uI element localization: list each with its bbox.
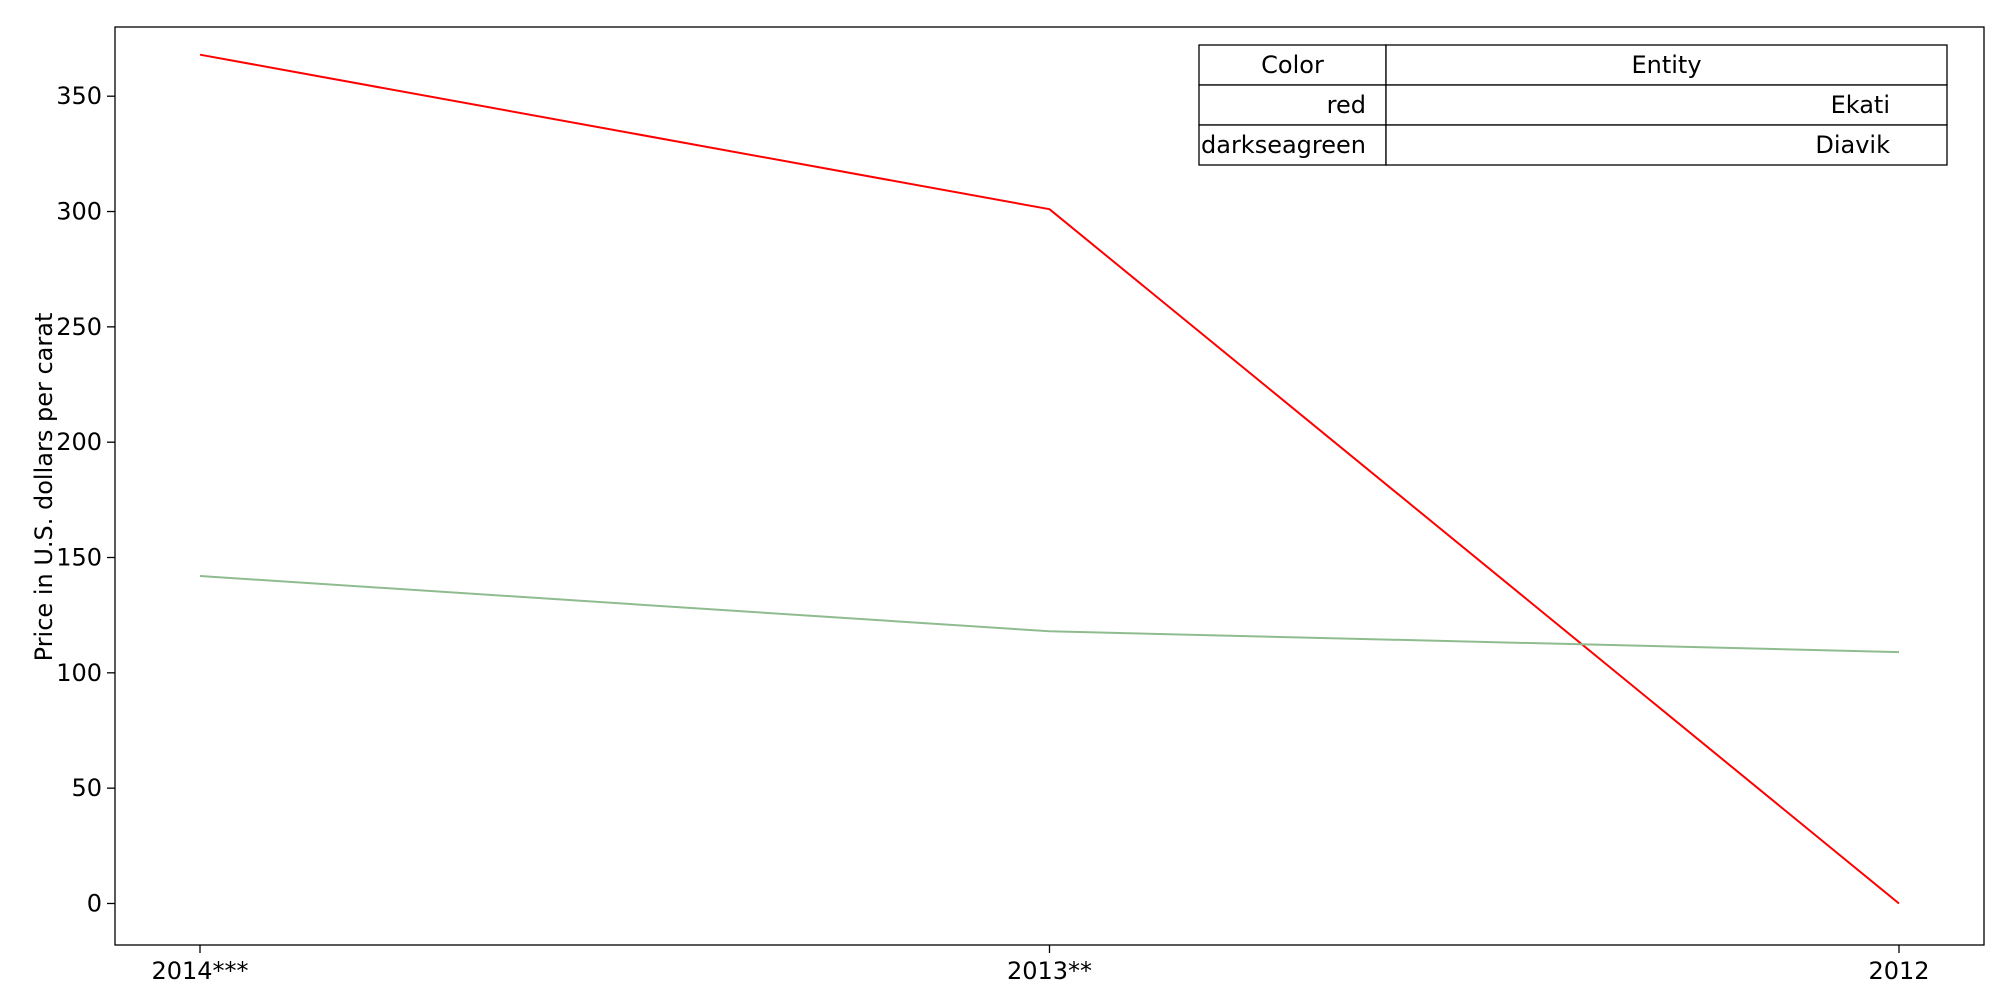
legend-table: Color Entity red Ekati darkseagreen Diavik	[1199, 45, 1947, 165]
legend-header-color: Color	[1261, 51, 1324, 79]
y-tick-label: 300	[56, 198, 102, 226]
legend-entity-name: Ekati	[1831, 91, 1890, 119]
x-tick-label: 2013**	[1007, 957, 1092, 985]
y-axis-label: Price in U.S. dollars per carat	[30, 313, 58, 662]
y-tick-label: 250	[56, 313, 102, 341]
x-tick-label: 2014***	[151, 957, 248, 985]
legend-color-name: darkseagreen	[1201, 131, 1366, 159]
legend-header-entity: Entity	[1631, 51, 1701, 79]
y-tick-label: 50	[71, 774, 102, 802]
y-tick-label: 100	[56, 659, 102, 687]
legend-color-name: red	[1327, 91, 1366, 119]
x-tick-label: 2012	[1868, 957, 1929, 985]
y-tick-label: 200	[56, 428, 102, 456]
legend-entity-name: Diavik	[1815, 131, 1890, 159]
y-tick-label: 350	[56, 82, 102, 110]
y-tick-label: 0	[87, 889, 102, 917]
y-tick-label: 150	[56, 544, 102, 572]
